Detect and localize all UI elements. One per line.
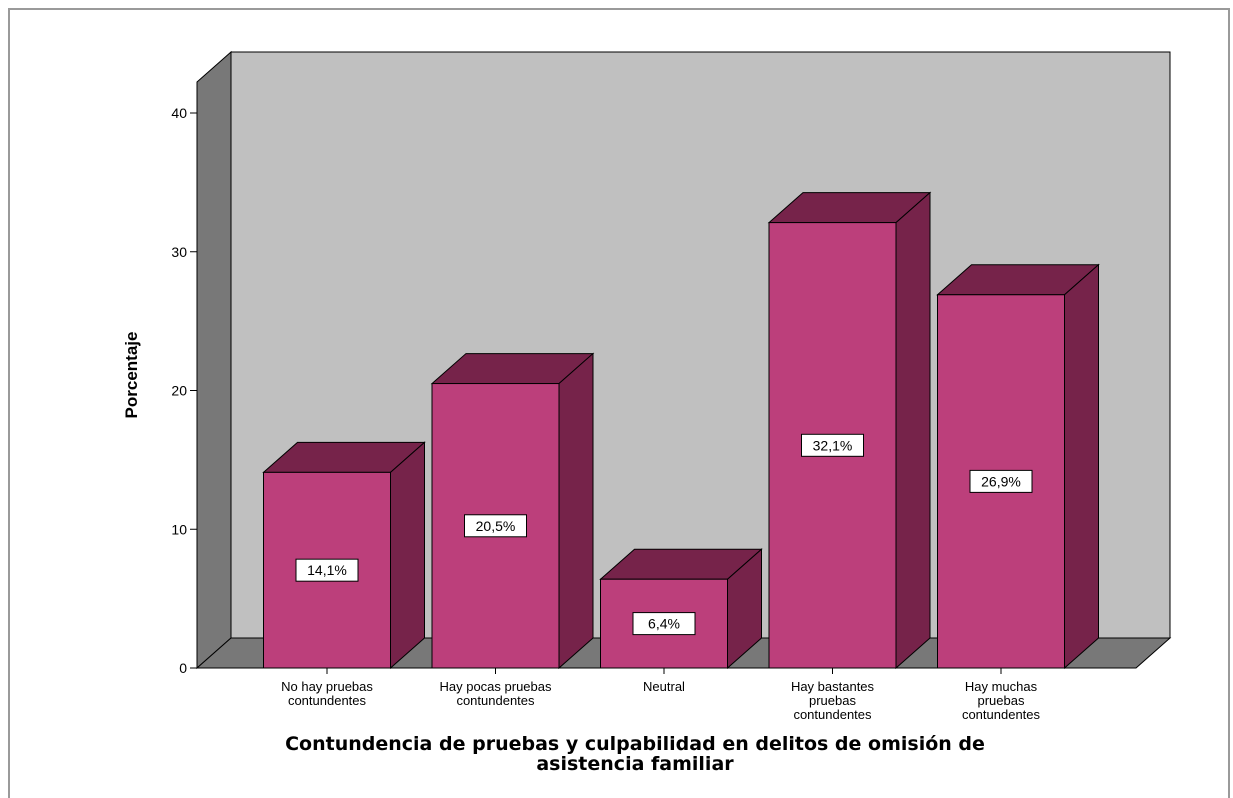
data-label-box	[295, 558, 359, 582]
data-label-text: 32,1%	[813, 437, 853, 453]
bar-5	[936, 263, 1100, 670]
data-label-text: 14,1%	[307, 562, 347, 578]
y-tick-label: 0	[179, 660, 187, 676]
data-label-text: 26,9%	[981, 473, 1021, 489]
bar-side	[390, 441, 425, 670]
data-label-box	[464, 514, 527, 538]
y-tick-label: 40	[171, 105, 187, 121]
x-tick-label: Hay bastantes pruebas contundentes	[791, 679, 875, 722]
x-tick-label: No hay pruebas contundentes	[281, 679, 373, 708]
data-label-box	[969, 469, 1033, 493]
x-tick-label: Hay pocas pruebas contundentes	[439, 679, 552, 708]
x-tick-label: Hay muchas pruebas contundentes	[962, 679, 1041, 722]
data-label: 6,4%	[632, 612, 696, 636]
data-label-box	[632, 612, 696, 636]
bar-1	[262, 441, 426, 670]
y-tick-label: 30	[171, 244, 187, 260]
y-tick-label: 10	[171, 521, 187, 537]
bar-2	[430, 352, 595, 670]
data-label: 20,5%	[464, 514, 527, 538]
x-tick-label: Neutral	[643, 679, 685, 694]
data-label: 32,1%	[801, 433, 864, 457]
bar-side	[558, 352, 594, 670]
bar-side	[1064, 263, 1099, 670]
data-label: 14,1%	[295, 558, 359, 582]
bar-chart: 0 10 20 30 40 14,1% No hay pruebas contundente…	[122, 50, 1172, 722]
y-tick-label: 20	[171, 383, 187, 399]
bar-4	[767, 191, 932, 670]
bar-side	[895, 191, 931, 670]
data-label-text: 20,5%	[476, 518, 516, 534]
data-label: 26,9%	[969, 469, 1033, 493]
data-label-text: 6,4%	[648, 616, 680, 632]
data-label-box	[801, 433, 864, 457]
y-axis-label: Porcentaje	[122, 332, 141, 419]
bar-3	[599, 548, 763, 670]
side-wall	[196, 50, 232, 670]
x-axis-label: Contundencia de pruebas y culpabilidad e…	[285, 733, 985, 775]
